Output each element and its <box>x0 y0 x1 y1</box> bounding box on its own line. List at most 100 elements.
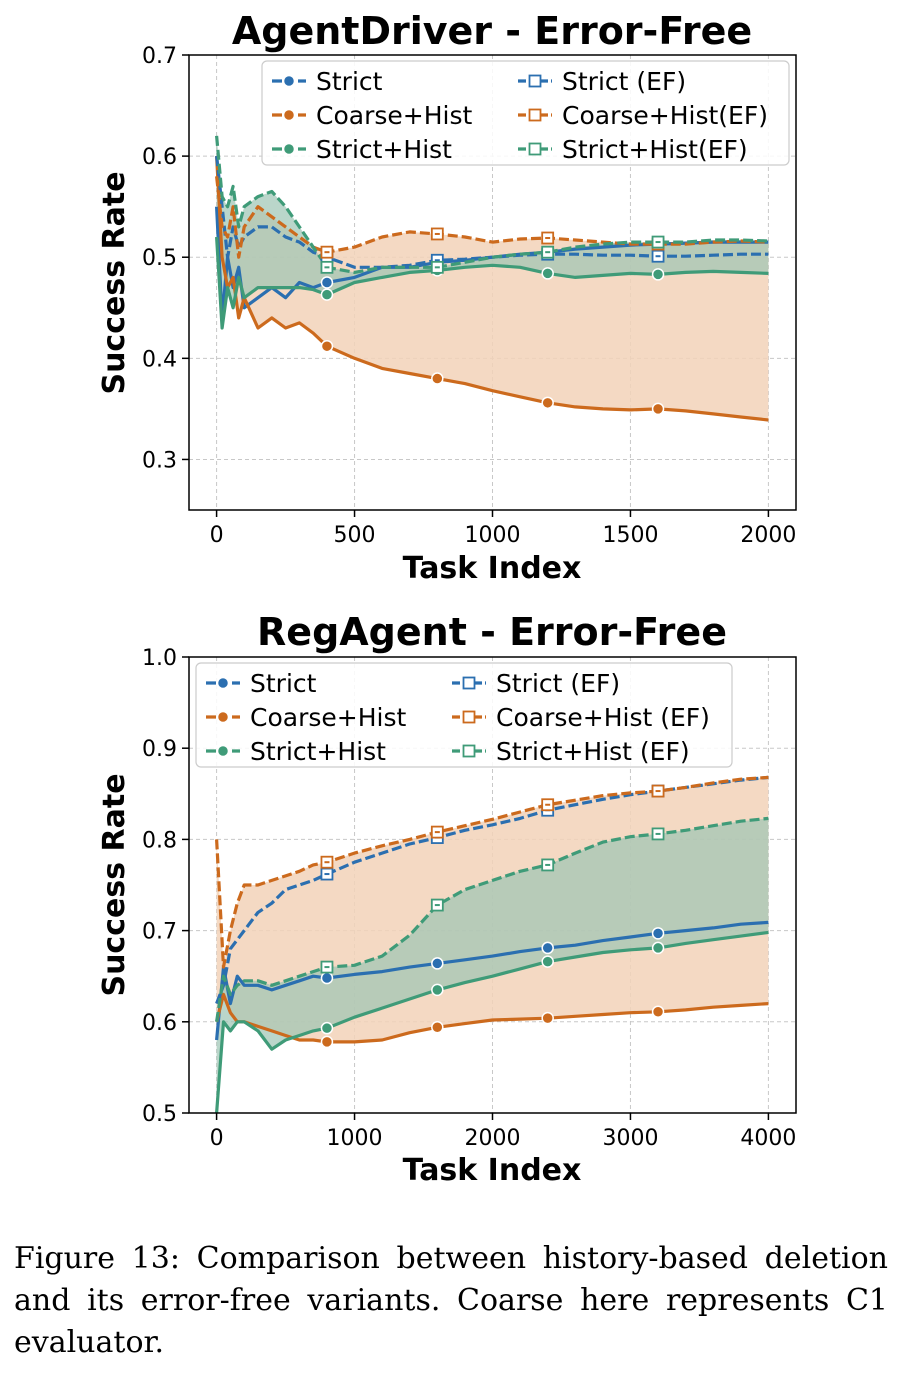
chart-title: AgentDriver - Error-Free <box>232 9 752 53</box>
series-point-inner <box>324 966 330 969</box>
series-point-inner <box>324 251 330 254</box>
series-point-inner <box>655 241 661 244</box>
band-strict_hist <box>216 818 769 1113</box>
legend-swatch-marker <box>528 142 542 156</box>
series-point <box>320 276 334 289</box>
y-tick-label: 0.9 <box>142 737 177 762</box>
y-tick-label: 0.7 <box>142 920 177 945</box>
series-line-0 <box>215 920 769 1041</box>
x-tick-label: 3000 <box>602 1126 658 1151</box>
legend: Strict Coarse+Hist Strict+Hist Strict (EF) C… <box>195 662 733 768</box>
x-tick-label: 1500 <box>602 523 658 548</box>
chart-regagent: RegAgent - Error-Free 0 1000 2000 3000 4000 0… <box>97 610 797 1188</box>
series-point-inner <box>545 803 551 806</box>
legend-swatch-marker <box>462 676 476 690</box>
chart-title: RegAgent - Error-Free <box>257 610 727 654</box>
y-tick-label: 0.6 <box>142 145 177 170</box>
series-point-inner <box>545 863 551 866</box>
legend-swatch-marker <box>462 710 476 724</box>
series-point-inner <box>545 251 551 254</box>
series-point-inner <box>655 832 661 835</box>
figure-charts: AgentDriver - Error-Free 0 500 1000 1500 200… <box>97 9 797 1188</box>
series-point <box>651 268 665 281</box>
legend-entry: Coarse+Hist(EF) <box>562 101 768 130</box>
y-axis-label: Success Rate <box>97 773 132 996</box>
series-point-inner <box>434 266 440 269</box>
series-point-inner <box>324 861 330 864</box>
series-point-inner <box>434 259 440 262</box>
legend-entry: Coarse+Hist <box>250 703 406 732</box>
y-tick-label: 1.0 <box>142 646 177 671</box>
y-tick-label: 0.3 <box>142 448 177 473</box>
series-point <box>541 1011 554 1025</box>
figure-caption: Figure 13: Comparison between history-ba… <box>14 1241 888 1360</box>
series-point <box>651 1005 665 1019</box>
x-tick-label: 2000 <box>740 523 796 548</box>
legend-entry: Coarse+Hist (EF) <box>496 703 710 732</box>
legend-entry: Coarse+Hist <box>316 101 472 130</box>
series-point <box>320 971 334 985</box>
series-line-5 <box>215 135 769 274</box>
x-tick-label: 0 <box>210 523 224 548</box>
series-point-inner <box>545 237 551 240</box>
y-tick-label: 0.5 <box>142 1102 177 1127</box>
series-point <box>320 288 334 301</box>
x-tick-label: 2000 <box>465 1126 521 1151</box>
x-tick-label: 0 <box>210 1126 224 1151</box>
series-line-4 <box>215 775 769 969</box>
series-point <box>431 983 444 997</box>
legend-entry: Strict (EF) <box>562 67 686 96</box>
series-point <box>651 941 665 955</box>
legend-entry: Strict+Hist(EF) <box>562 135 748 164</box>
series-point <box>541 955 554 968</box>
chart-agentdriver: AgentDriver - Error-Free 0 500 1000 1500 200… <box>97 9 797 586</box>
y-tick-label: 0.7 <box>142 44 177 69</box>
x-tick-label: 1000 <box>465 523 521 548</box>
series-point <box>541 267 554 280</box>
series-line-1 <box>215 156 769 422</box>
series-point-inner <box>655 255 661 258</box>
series-line-2 <box>215 930 769 1114</box>
series-point <box>320 1021 334 1035</box>
series-point <box>431 372 444 385</box>
band-coarse <box>216 156 769 420</box>
legend-swatch-marker <box>282 74 296 88</box>
legend-swatch-marker <box>216 710 230 724</box>
series-point <box>431 1021 444 1034</box>
y-axis-label: Success Rate <box>97 171 132 394</box>
y-tick-label: 0.8 <box>142 828 177 853</box>
series-point <box>541 941 554 955</box>
series-point-inner <box>434 831 440 834</box>
x-tick-label: 1000 <box>327 1126 383 1151</box>
band-strict_hist <box>216 135 769 328</box>
x-tick-label: 500 <box>334 523 376 548</box>
series-point <box>320 1035 334 1049</box>
series-point-inner <box>324 873 330 876</box>
x-axis-label: Task Index <box>403 1153 582 1188</box>
legend-swatch-marker <box>462 744 476 758</box>
legend-box <box>261 60 790 166</box>
legend-entry: Strict+Hist <box>250 737 386 766</box>
series-point-inner <box>434 232 440 235</box>
series-line-3 <box>215 775 769 1005</box>
series-point-inner <box>324 266 330 269</box>
series-point-inner <box>655 790 661 793</box>
series-line-4 <box>215 176 769 259</box>
series-point <box>431 957 444 970</box>
legend-swatch-marker <box>528 74 542 88</box>
series-line-2 <box>215 236 769 330</box>
legend-entry: Strict <box>316 67 383 96</box>
series-point <box>320 339 334 353</box>
series-point <box>651 402 665 416</box>
legend: Strict Coarse+Hist Strict+Hist Strict (EF) C… <box>261 60 790 166</box>
y-tick-label: 0.4 <box>142 347 177 372</box>
series-point-inner <box>434 904 440 907</box>
series-point <box>541 396 554 410</box>
legend-entry: Strict+Hist <box>316 135 452 164</box>
y-tick-label: 0.6 <box>142 1011 177 1036</box>
legend-swatch-marker <box>528 108 542 122</box>
legend-entry: Strict+Hist (EF) <box>496 737 690 766</box>
series-point <box>651 927 665 940</box>
y-tick-label: 0.5 <box>142 246 177 271</box>
x-tick-label: 4000 <box>740 1126 796 1151</box>
